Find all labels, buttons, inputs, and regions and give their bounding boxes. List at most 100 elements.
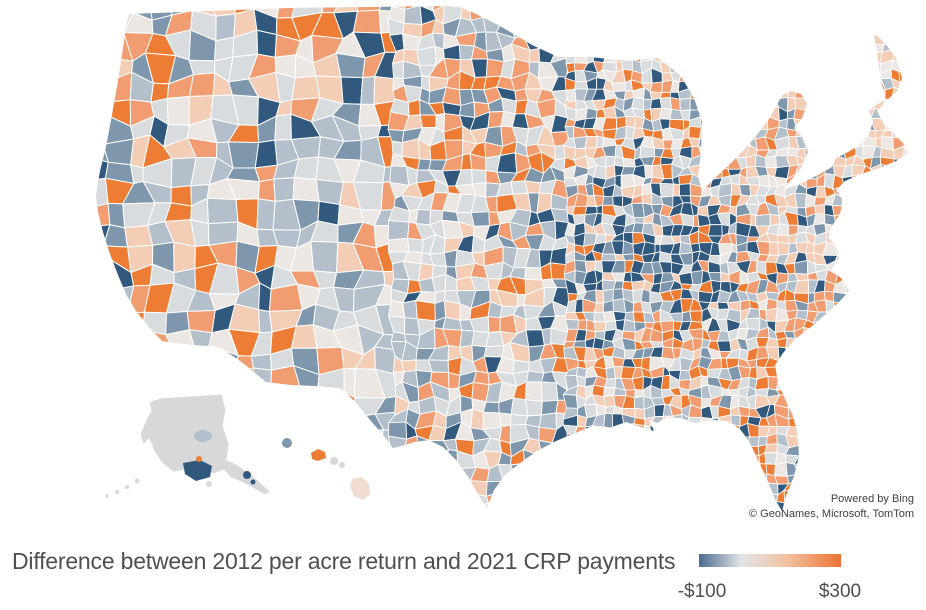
county-cell[interactable] xyxy=(230,367,254,393)
county-cell[interactable] xyxy=(343,368,356,399)
county-cell[interactable] xyxy=(540,381,559,402)
county-cell[interactable] xyxy=(186,309,216,334)
county-cell[interactable] xyxy=(82,224,111,247)
county-cell[interactable] xyxy=(776,223,790,236)
county-cell[interactable] xyxy=(747,423,760,438)
county-cell[interactable] xyxy=(659,97,673,110)
county-cell[interactable] xyxy=(442,449,458,471)
county-cell[interactable] xyxy=(755,473,768,484)
county-cell[interactable] xyxy=(335,52,366,79)
county-cell[interactable] xyxy=(406,166,418,186)
county-cell[interactable] xyxy=(173,241,196,274)
county-cell[interactable] xyxy=(593,321,607,333)
county-cell[interactable] xyxy=(777,241,790,256)
county-cell[interactable] xyxy=(872,29,885,45)
alaska-landmass[interactable] xyxy=(139,393,272,496)
hawaii-island-maui[interactable] xyxy=(339,462,345,468)
county-cell[interactable] xyxy=(189,72,216,97)
county-cell[interactable] xyxy=(443,249,458,268)
county-cell[interactable] xyxy=(565,432,575,449)
alaska-borough-dark-blue[interactable] xyxy=(183,460,212,481)
county-cell[interactable] xyxy=(803,326,818,342)
county-cell[interactable] xyxy=(227,141,260,169)
county-cell[interactable] xyxy=(660,374,671,391)
county-cell[interactable] xyxy=(592,425,606,439)
county-cell[interactable] xyxy=(745,453,761,465)
county-cell[interactable] xyxy=(797,433,808,446)
county-cell[interactable] xyxy=(824,223,838,233)
hawaii-big-island[interactable] xyxy=(350,477,370,500)
county-cell[interactable] xyxy=(485,480,504,497)
county-cell[interactable] xyxy=(736,436,750,448)
county-cell[interactable] xyxy=(891,158,904,170)
county-cell[interactable] xyxy=(633,217,645,224)
county-cell[interactable] xyxy=(699,108,708,120)
county-cell[interactable] xyxy=(659,107,673,120)
county-cell[interactable] xyxy=(585,107,598,120)
county-cell[interactable] xyxy=(603,426,613,436)
county-cell[interactable] xyxy=(631,202,645,218)
county-cell[interactable] xyxy=(528,48,540,63)
county-cell[interactable] xyxy=(746,127,756,140)
county-cell[interactable] xyxy=(584,425,596,439)
county-cell[interactable] xyxy=(524,399,543,417)
county-cell[interactable] xyxy=(83,136,109,163)
county-cell[interactable] xyxy=(669,97,681,111)
county-cell[interactable] xyxy=(573,49,589,64)
county-cell[interactable] xyxy=(574,81,589,90)
county-cell[interactable] xyxy=(785,337,799,351)
county-cell[interactable] xyxy=(352,9,382,34)
county-cell[interactable] xyxy=(738,184,752,197)
county-cell[interactable] xyxy=(755,115,769,131)
county-cell[interactable] xyxy=(793,463,808,475)
county-cell[interactable] xyxy=(525,329,545,348)
county-cell[interactable] xyxy=(890,127,905,139)
county-cell[interactable] xyxy=(804,146,816,160)
county-cell[interactable] xyxy=(498,412,512,428)
county-cell[interactable] xyxy=(634,395,645,410)
county-cell[interactable] xyxy=(273,177,295,202)
county-cell[interactable] xyxy=(469,502,490,521)
county-cell[interactable] xyxy=(707,224,723,237)
county-cell[interactable] xyxy=(482,401,500,414)
county-cell[interactable] xyxy=(603,394,616,408)
county-cell[interactable] xyxy=(469,0,490,12)
county-cell[interactable] xyxy=(649,81,663,93)
county-cell[interactable] xyxy=(835,241,845,256)
county-cell[interactable] xyxy=(881,31,896,45)
county-cell[interactable] xyxy=(833,301,848,314)
county-cell[interactable] xyxy=(602,196,614,206)
county-cell[interactable] xyxy=(787,395,798,409)
county-cell[interactable] xyxy=(794,86,810,99)
county-cell[interactable] xyxy=(291,75,321,101)
county-cell[interactable] xyxy=(730,414,741,427)
county-cell[interactable] xyxy=(251,367,272,392)
county-cell[interactable] xyxy=(333,0,358,14)
county-cell[interactable] xyxy=(764,452,778,465)
county-cell[interactable] xyxy=(622,157,636,168)
county-cell[interactable] xyxy=(574,298,584,313)
county-cell[interactable] xyxy=(310,240,339,274)
kodiak-island[interactable] xyxy=(206,481,212,487)
county-cell[interactable] xyxy=(392,60,404,80)
county-cell[interactable] xyxy=(601,253,617,262)
county-cell[interactable] xyxy=(813,212,826,226)
county-cell[interactable] xyxy=(883,118,893,132)
county-cell[interactable] xyxy=(102,71,133,103)
county-cell[interactable] xyxy=(662,415,673,426)
mainland-county-mosaic[interactable] xyxy=(81,0,914,521)
county-cell[interactable] xyxy=(903,145,912,161)
county-cell[interactable] xyxy=(679,98,691,111)
county-cell[interactable] xyxy=(483,345,505,358)
county-cell[interactable] xyxy=(633,423,645,438)
county-cell[interactable] xyxy=(659,183,674,198)
hawaii-island-molokai[interactable] xyxy=(330,457,338,465)
county-cell[interactable] xyxy=(415,209,431,226)
county-cell[interactable] xyxy=(387,435,408,457)
county-cell[interactable] xyxy=(689,310,703,323)
county-cell[interactable] xyxy=(256,198,276,231)
county-cell[interactable] xyxy=(898,63,914,72)
county-cell[interactable] xyxy=(524,381,543,402)
county-cell[interactable] xyxy=(690,270,704,285)
county-cell[interactable] xyxy=(470,211,490,227)
